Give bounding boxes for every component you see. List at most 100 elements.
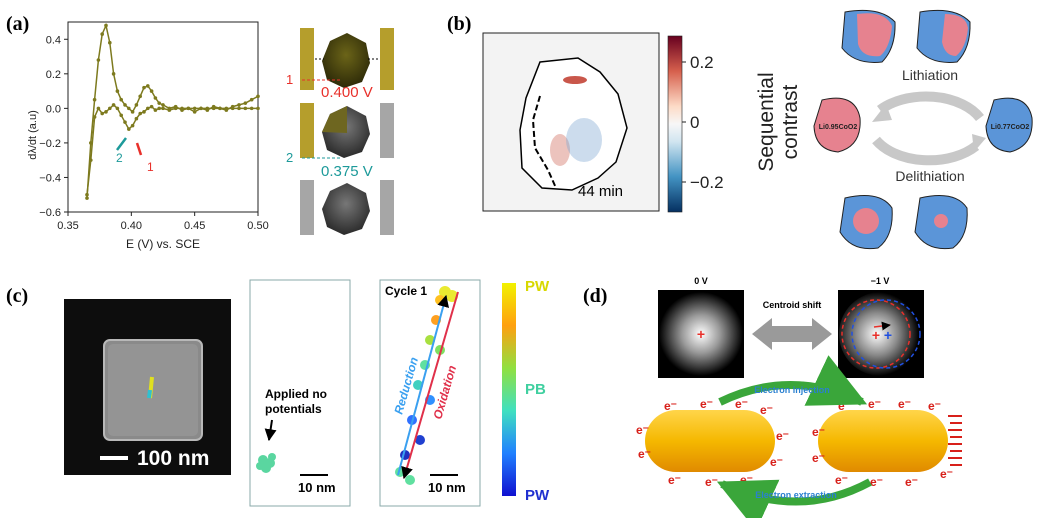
- data-point: [104, 23, 108, 28]
- data-point: [149, 89, 154, 93]
- electron-symbol: e⁻: [905, 475, 918, 489]
- data-point: [119, 113, 123, 118]
- electron-symbol: e⁻: [940, 467, 953, 481]
- hotspot: [563, 76, 587, 84]
- data-series: [85, 23, 260, 200]
- x-tick-label: 0.50: [247, 220, 268, 232]
- panel-c: (c) 100 nm Applied no potentials 10 nm C…: [6, 278, 550, 507]
- right-particle-label: Li0.77CoO2: [991, 124, 1030, 131]
- nanorod-right: [818, 410, 948, 472]
- electron-symbol: e⁻: [870, 475, 883, 489]
- cycle-frame: [379, 279, 481, 507]
- data-point: [127, 127, 131, 131]
- peak-1-arrow: [135, 142, 143, 156]
- panel-d-label: (d): [583, 285, 607, 307]
- sem-scale-label: 100 nm: [137, 447, 209, 470]
- y-tick-labels: 0.4 0.2 0.0 −0.2 −0.4 −0.6: [39, 34, 68, 219]
- left-particle-label: Li0.95CoO2: [819, 124, 858, 131]
- electrons-right: e⁻ e⁻ e⁻ e⁻ e⁻ e⁻ e⁻ e⁻ e⁻ e⁻: [812, 397, 962, 489]
- data-point: [157, 101, 161, 105]
- particle-tr-core: [942, 14, 968, 56]
- data-point: [108, 40, 112, 45]
- electron-symbol: e⁻: [838, 399, 851, 413]
- data-point: [127, 106, 131, 111]
- electron-symbol: e⁻: [705, 475, 718, 489]
- series-line-1: [86, 23, 259, 199]
- panel-a-label: (a): [6, 13, 29, 35]
- data-point: [249, 106, 254, 111]
- nanorod-left: [645, 410, 775, 472]
- cbar-label-top: PW: [525, 278, 550, 295]
- data-point: [96, 58, 101, 62]
- centroid-blue: +: [884, 327, 892, 343]
- colorbar: [667, 35, 683, 213]
- particle-br-core: [934, 214, 948, 228]
- crystal-bottom: [300, 180, 394, 235]
- electron-symbol: e⁻: [812, 451, 825, 465]
- electron-symbol: e⁻: [770, 455, 783, 469]
- peak-2-arrow: [116, 137, 127, 151]
- data-point: [111, 103, 116, 107]
- cbar-tick-bottom: −0.2: [690, 173, 724, 192]
- particle-bl-core: [853, 208, 879, 234]
- data-point: [108, 106, 112, 111]
- y-tick-label: 0.0: [46, 103, 61, 115]
- peak-1-label: 1: [147, 160, 154, 174]
- cbar-label-mid: PB: [525, 381, 546, 398]
- peak-2-label: 2: [116, 151, 123, 165]
- data-point: [192, 110, 197, 114]
- extraction-label: Electron extraction: [755, 490, 837, 500]
- data-point: [161, 103, 165, 107]
- voltage-0-label: 0 V: [694, 276, 708, 286]
- cbar-tick-top: 0.2: [690, 53, 714, 72]
- data-point: [100, 111, 104, 116]
- panel-b: (b) 44 min 0.2 0 −0.2 Sequential contras…: [447, 9, 1033, 250]
- series-line-2: [86, 103, 258, 195]
- state-1-label: 1: [286, 72, 293, 87]
- data-point: [146, 84, 150, 88]
- electron-symbol: e⁻: [835, 473, 848, 487]
- data-point: [205, 106, 210, 111]
- data-point: [130, 110, 135, 114]
- electron-symbol: e⁻: [668, 473, 681, 487]
- scale-label-1: 10 nm: [298, 480, 336, 495]
- data-point: [119, 97, 123, 102]
- data-point: [211, 106, 216, 111]
- data-point: [130, 123, 135, 128]
- centroid-0v: +: [697, 326, 705, 342]
- colorbar-title-1: Sequential: [755, 72, 778, 171]
- data-point: [167, 108, 172, 112]
- extraction-arrow: [716, 478, 872, 518]
- electron-symbol: e⁻: [928, 399, 941, 413]
- y-tick-label: −0.2: [39, 138, 61, 150]
- data-point: [85, 196, 89, 200]
- data-point: [115, 106, 120, 111]
- dot-cluster-static: [256, 453, 276, 473]
- electron-symbol: e⁻: [638, 447, 651, 461]
- data-point: [192, 106, 197, 111]
- panel-d: (d) 0 V + −1 V + + Centroid shift e⁻e⁻e⁻…: [583, 276, 962, 518]
- y-tick-label: −0.6: [39, 207, 61, 219]
- panel-a: (a) 0.40.20.0−0.2−0.4−0.6 0.35 0.40 0.45 0.…: [6, 13, 394, 251]
- x-tick-label: 0.40: [121, 220, 142, 232]
- state-2-label: 2: [286, 150, 293, 165]
- reduction-arrow: [397, 294, 449, 476]
- electron-symbol: e⁻: [760, 403, 773, 417]
- electron-symbol: e⁻: [636, 423, 649, 437]
- centroid-shift-arrow: [752, 318, 832, 350]
- electron-symbol: e⁻: [868, 397, 881, 411]
- data-point: [89, 158, 93, 162]
- x-axis-label: E (V) vs. SCE: [126, 237, 200, 251]
- data-point: [142, 110, 146, 114]
- y-tick-label: 0.2: [46, 69, 61, 81]
- trajectory-colorbar: [502, 283, 516, 496]
- crystal-top: [300, 28, 394, 90]
- oxidation-arrow: [401, 291, 459, 480]
- electron-symbol: e⁻: [812, 425, 825, 439]
- data-point: [115, 89, 120, 93]
- data-point: [243, 101, 248, 105]
- data-point: [237, 103, 241, 107]
- cycle-label: Cycle 1: [385, 284, 427, 298]
- x-tick-label: 0.35: [57, 220, 78, 232]
